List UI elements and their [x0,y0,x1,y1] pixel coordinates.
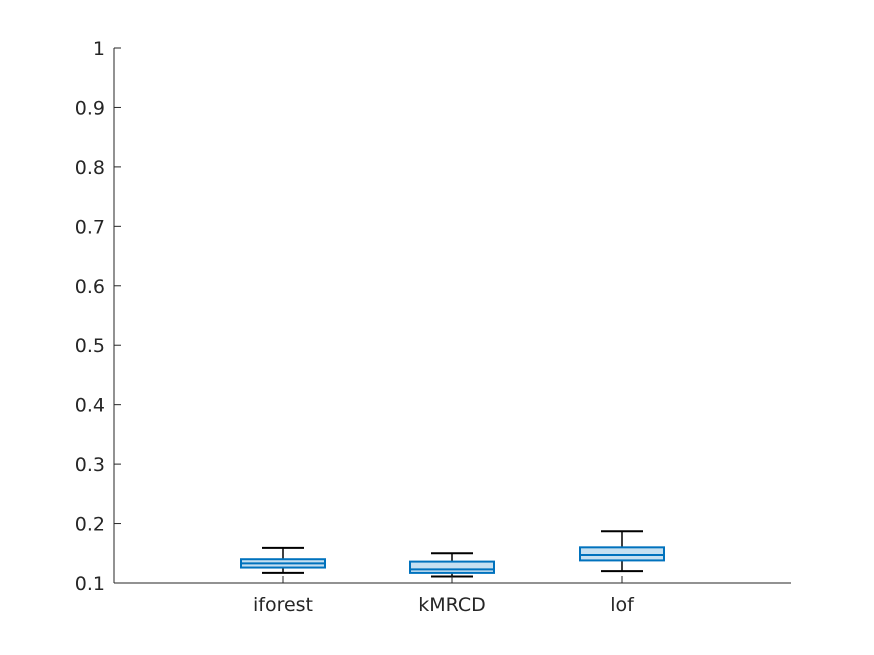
x-tick-label: iforest [253,594,313,616]
y-tick-label: 0.7 [75,216,105,238]
y-tick-label: 0.6 [75,276,105,298]
y-tick-label: 0.8 [75,157,105,179]
x-tick-label: lof [610,594,635,616]
y-tick-label: 1 [93,38,105,60]
y-tick-label: 0.3 [75,454,105,476]
box-kMRCD [409,552,495,578]
interquartile-box [579,546,665,562]
y-tick-label: 0.1 [75,573,105,595]
x-tick-labels: iforest kMRCD lof [253,576,635,616]
boxes [240,530,665,578]
x-tick-label: kMRCD [418,594,486,616]
y-ticks: 0.1 0.2 0.3 0.4 0.5 0.6 0.7 0.8 0.9 1 [75,38,121,595]
y-tick-label: 0.9 [75,97,105,119]
y-tick-label: 0.5 [75,335,105,357]
y-tick-label: 0.4 [75,395,105,417]
box-lof [579,530,665,573]
interquartile-box [409,560,495,574]
box-iforest [240,546,326,574]
y-tick-label: 0.2 [75,514,105,536]
